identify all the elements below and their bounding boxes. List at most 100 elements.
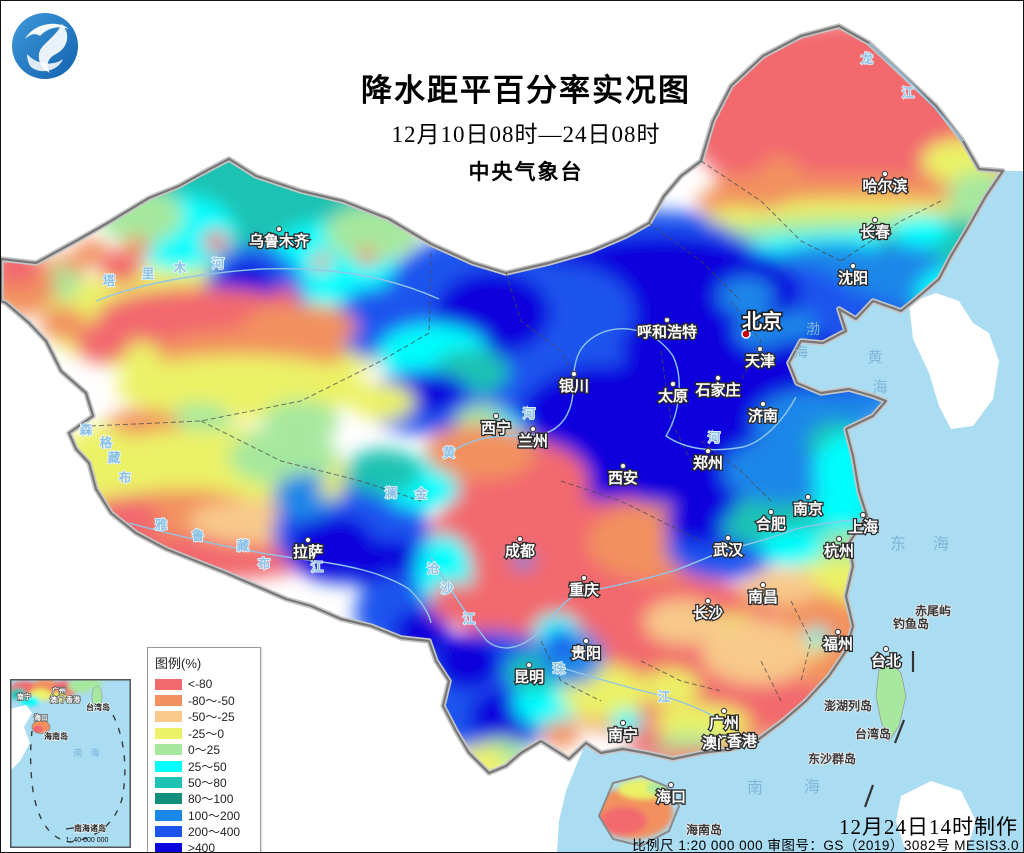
anomaly-blob (311, 254, 331, 270)
city-label: 成都 (505, 542, 535, 560)
legend: 图例(%) <-80 -80～-50 -50～-25 -25～0 0～25 25～50 50… (147, 647, 261, 852)
anomaly-blob (735, 313, 787, 349)
inset-indochina (10, 705, 32, 771)
river (95, 267, 440, 302)
province-boundary (648, 222, 742, 302)
province-boundary (640, 660, 722, 692)
anomaly-blob (893, 215, 949, 247)
province-boundary (90, 250, 432, 427)
anomaly-blob (435, 634, 501, 690)
g (599, 779, 673, 839)
inset-city-label: 海口 (34, 713, 48, 722)
city-label: 太原 (658, 387, 688, 405)
legend-row: 50～80 (155, 774, 254, 790)
legend-label: <-80 (188, 677, 213, 692)
legend-swatch (155, 760, 182, 772)
anomaly-blob (542, 720, 580, 748)
anomaly-blob (228, 429, 338, 485)
legend-swatch (155, 695, 182, 707)
river-label: 森 (80, 422, 93, 437)
anomaly-blob (512, 553, 534, 569)
anomaly-blob (20, 696, 40, 706)
river-label: 澜 (385, 486, 398, 500)
anomaly-blob (644, 669, 700, 705)
city-marker (881, 170, 889, 178)
anomaly-blob (49, 692, 67, 702)
anomaly-blob (75, 321, 131, 363)
city-label: 长春 (860, 223, 890, 241)
province-boundary (660, 350, 692, 462)
city-label: 西宁 (481, 419, 511, 437)
city-marker (275, 225, 283, 233)
city-marker (724, 534, 732, 542)
legend-row: -25～0 (155, 725, 254, 741)
city-marker (759, 581, 767, 589)
river-label: 河 (212, 256, 225, 271)
city-marker (663, 316, 671, 324)
anomaly-blob (814, 484, 870, 530)
cma-logo (12, 13, 78, 79)
anomaly-blob (33, 725, 43, 733)
river-label: 藏 (108, 450, 121, 465)
legend-row: 100～200 (155, 807, 254, 823)
legend-row: 25～50 (155, 758, 254, 774)
river-label: 雅 (154, 517, 168, 532)
city-marker (667, 781, 675, 789)
city-marker (582, 637, 590, 645)
city-marker (834, 628, 842, 636)
legend-row: 0～25 (155, 742, 254, 758)
hainan-coastline (597, 774, 681, 848)
city-label: 哈尔滨 (862, 177, 907, 195)
city-marker (704, 597, 712, 605)
river (128, 522, 432, 624)
anomaly-blob (40, 306, 86, 340)
legend-title: 图例(%) (155, 656, 202, 671)
anomaly-blob (759, 529, 845, 565)
legend-swatch (155, 793, 182, 805)
anomaly-blob (345, 449, 421, 495)
map-period: 12月10日08时—24日08时 (391, 122, 661, 147)
city-label: 武汉 (713, 541, 744, 559)
island-label: 澎湖列岛 (824, 698, 872, 713)
anomaly-blob (744, 569, 820, 605)
river (552, 664, 740, 732)
city-marker (849, 262, 857, 270)
city-marker (516, 535, 524, 543)
legend-row: >400 (155, 840, 254, 852)
city-marker (525, 661, 533, 669)
legend-label: 100～200 (188, 808, 241, 823)
island-label: 钓鱼岛 (893, 616, 929, 631)
map-title: 降水距平百分率实况图 (361, 73, 691, 108)
river-label: 江 (658, 689, 671, 704)
made-at-timestamp: 12月24日14时制作 (839, 815, 1018, 839)
legend-swatch (155, 744, 182, 756)
anomaly-blob (806, 628, 828, 646)
river-label: 江 (311, 559, 324, 574)
island-label: 赤尾屿 (915, 603, 951, 618)
legend-label: 25～50 (188, 759, 227, 774)
inset-coast (10, 679, 103, 706)
city-marker (619, 719, 627, 727)
anomaly-blob (723, 438, 839, 504)
city-label: 贵阳 (571, 644, 601, 662)
city-label: 西安 (608, 469, 638, 487)
city-label: 呼和浩特 (637, 323, 697, 341)
china-border (1, 24, 1005, 775)
legend-row: -50～-25 (155, 709, 254, 725)
river-label: 江 (902, 85, 915, 100)
river-label: 沙 (441, 582, 454, 596)
anomaly-blob (701, 619, 813, 685)
river-label: 布 (119, 470, 132, 485)
inset-scale-dash (65, 826, 77, 830)
island-label: 海南岛 (686, 822, 722, 837)
city-marker (804, 493, 812, 501)
anomaly-blob (430, 582, 476, 622)
province-boundary (700, 160, 842, 262)
anomaly-blob (10, 688, 26, 700)
city-marker (704, 447, 712, 455)
river-label: 格 (100, 435, 113, 450)
province-boundary (700, 440, 772, 502)
anomaly-blob (611, 710, 643, 734)
